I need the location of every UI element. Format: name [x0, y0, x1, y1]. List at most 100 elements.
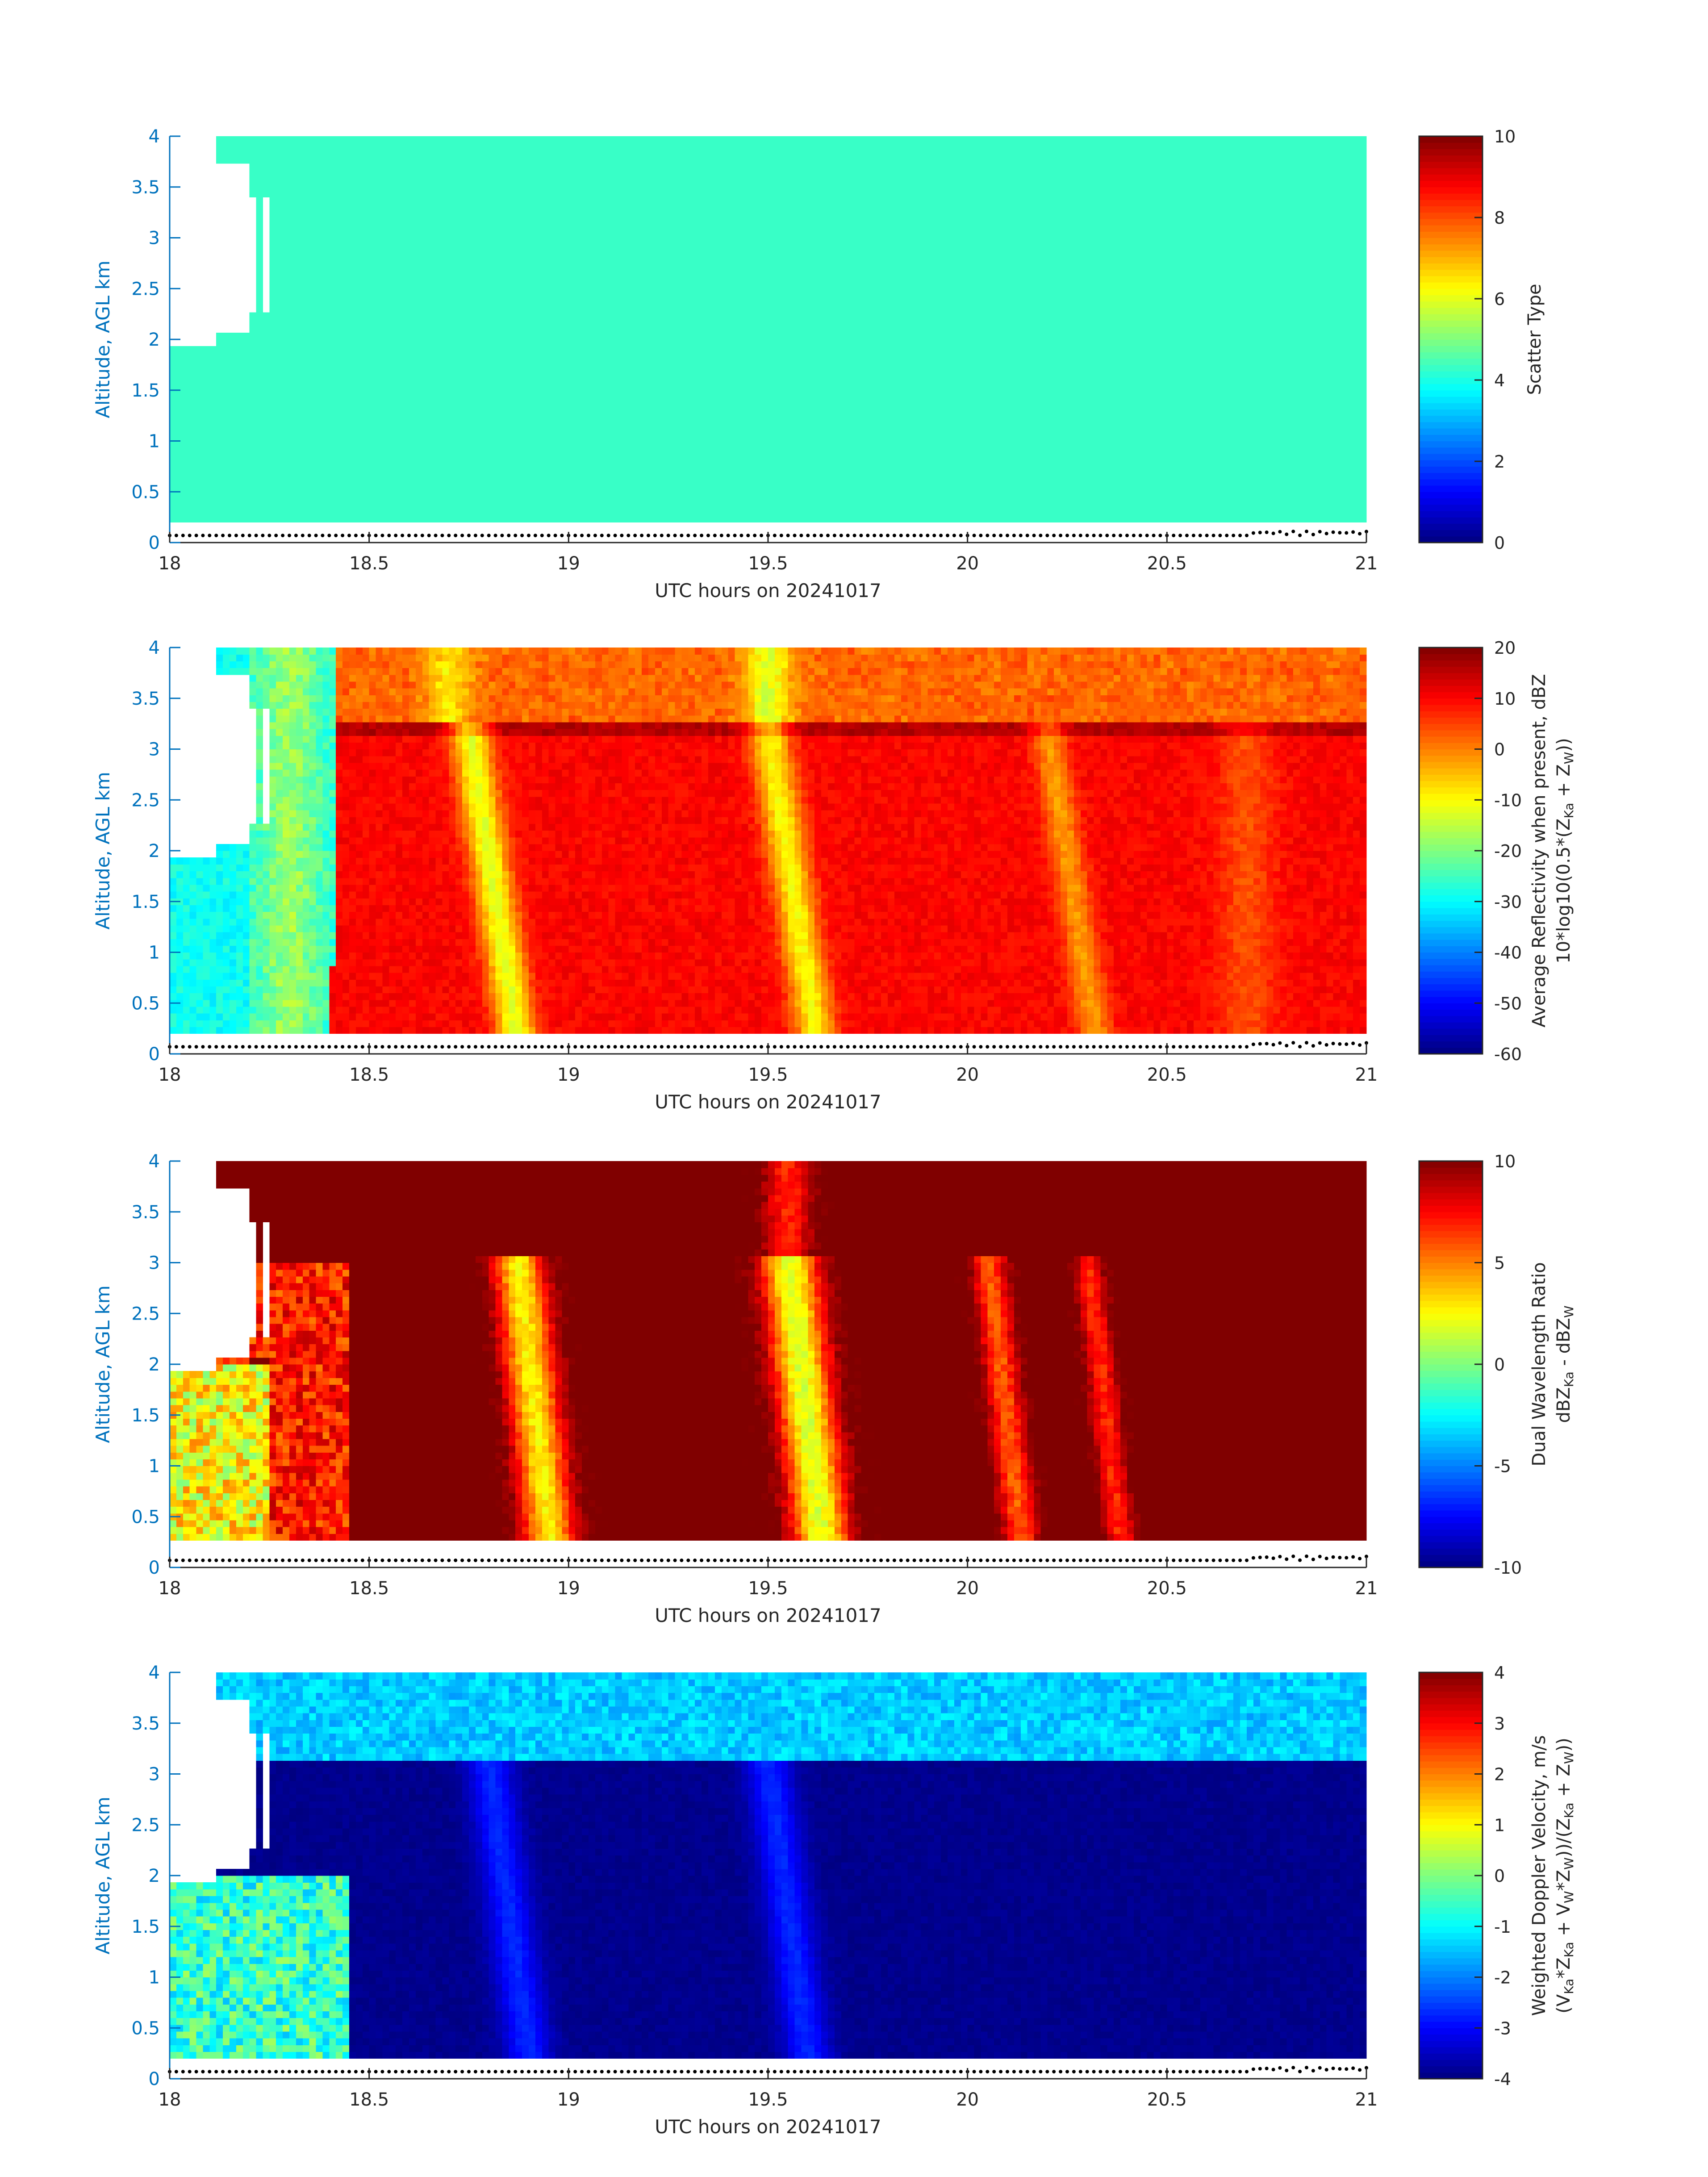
heatmap-cell: [349, 393, 356, 401]
heatmap-cell: [409, 305, 416, 313]
heatmap-cell: [316, 211, 323, 218]
heatmap-cell: [668, 448, 676, 455]
heatmap-cell: [436, 393, 443, 401]
heatmap-cell: [476, 245, 483, 252]
heatmap-cell: [562, 427, 569, 435]
heatmap-cell: [482, 468, 489, 475]
heatmap-cell: [542, 380, 549, 387]
heatmap-cell: [582, 502, 589, 509]
heatmap-cell: [662, 380, 669, 387]
heatmap-cell: [183, 380, 190, 387]
heatmap-cell: [476, 448, 483, 455]
heatmap-cell: [549, 502, 556, 509]
heatmap-cell: [489, 441, 496, 448]
heatmap-cell: [476, 387, 483, 394]
heatmap-cell: [595, 380, 602, 387]
heatmap-cell: [316, 143, 323, 150]
heatmap-cell: [615, 441, 622, 448]
heatmap-cell: [349, 346, 356, 353]
heatmap-cell: [303, 150, 310, 157]
heatmap-cell: [515, 258, 522, 265]
heatmap-cell: [409, 495, 416, 502]
heatmap-cell: [575, 211, 582, 218]
heatmap-cell: [568, 373, 576, 380]
heatmap-cell: [515, 136, 522, 143]
heatmap-cell: [542, 190, 549, 197]
heatmap-cell: [462, 455, 469, 462]
heatmap-cell: [595, 441, 602, 448]
heatmap-cell: [269, 150, 276, 157]
heatmap-cell: [263, 373, 270, 380]
heatmap-cell: [402, 393, 409, 401]
heatmap-cell: [609, 515, 616, 522]
heatmap-cell: [615, 407, 622, 414]
heatmap-cell: [582, 265, 589, 272]
heatmap-cell: [369, 333, 376, 340]
heatmap-cell: [702, 285, 709, 292]
heatmap-cell: [668, 251, 676, 259]
heatmap-cell: [309, 312, 317, 319]
heatmap-cell: [648, 224, 656, 231]
heatmap-cell: [482, 279, 489, 286]
heatmap-cell: [309, 455, 317, 462]
heatmap-cell: [549, 468, 556, 475]
heatmap-cell: [276, 312, 283, 319]
heatmap-cell: [469, 136, 476, 143]
heatmap-cell: [349, 279, 356, 286]
heatmap-cell: [269, 434, 276, 441]
heatmap-cell: [575, 414, 582, 421]
heatmap-cell: [582, 217, 589, 225]
heatmap-cell: [708, 251, 715, 259]
heatmap-cell: [496, 285, 503, 292]
heatmap-cell: [589, 231, 596, 238]
heatmap-cell: [442, 224, 449, 231]
heatmap-cell: [509, 184, 516, 191]
heatmap-cell: [382, 157, 389, 164]
heatmap-cell: [502, 211, 509, 218]
heatmap-cell: [476, 434, 483, 441]
heatmap-cell: [555, 136, 563, 143]
heatmap-cell: [243, 407, 250, 414]
heatmap-cell: [196, 489, 204, 496]
heatmap-cell: [628, 393, 635, 401]
heatmap-cell: [396, 468, 403, 475]
heatmap-cell: [575, 333, 582, 340]
heatmap-cell: [303, 326, 310, 333]
heatmap-cell: [702, 346, 709, 353]
heatmap-cell: [715, 333, 722, 340]
heatmap-cell: [183, 401, 190, 408]
heatmap-cell: [329, 197, 336, 205]
heatmap-cell: [349, 312, 356, 319]
heatmap-cell: [609, 360, 616, 367]
heatmap-cell: [602, 434, 609, 441]
heatmap-cell: [183, 346, 190, 353]
heatmap-cell: [263, 448, 270, 455]
heatmap-cell: [568, 217, 576, 225]
heatmap-cell: [662, 414, 669, 421]
heatmap-cell: [688, 163, 695, 171]
heatmap-cell: [549, 299, 556, 306]
heatmap-cell: [655, 441, 662, 448]
heatmap-cell: [409, 482, 416, 489]
heatmap-cell: [336, 421, 343, 428]
heatmap-cell: [589, 387, 596, 394]
heatmap-cell: [396, 272, 403, 279]
heatmap-cell: [190, 427, 197, 435]
heatmap-cell: [688, 407, 695, 414]
heatmap-cell: [170, 421, 177, 428]
heatmap-cell: [336, 177, 343, 184]
heatmap-cell: [256, 190, 263, 197]
heatmap-cell: [562, 380, 569, 387]
heatmap-cell: [635, 150, 642, 157]
heatmap-cell: [702, 177, 709, 184]
heatmap-cell: [269, 515, 276, 522]
heatmap-cell: [688, 211, 695, 218]
heatmap-cell: [342, 401, 350, 408]
heatmap-cell: [462, 414, 469, 421]
heatmap-cell: [622, 502, 629, 509]
heatmap-cell: [515, 502, 522, 509]
heatmap-cell: [515, 468, 522, 475]
heatmap-cell: [502, 380, 509, 387]
heatmap-cell: [609, 197, 616, 205]
heatmap-cell: [688, 360, 695, 367]
